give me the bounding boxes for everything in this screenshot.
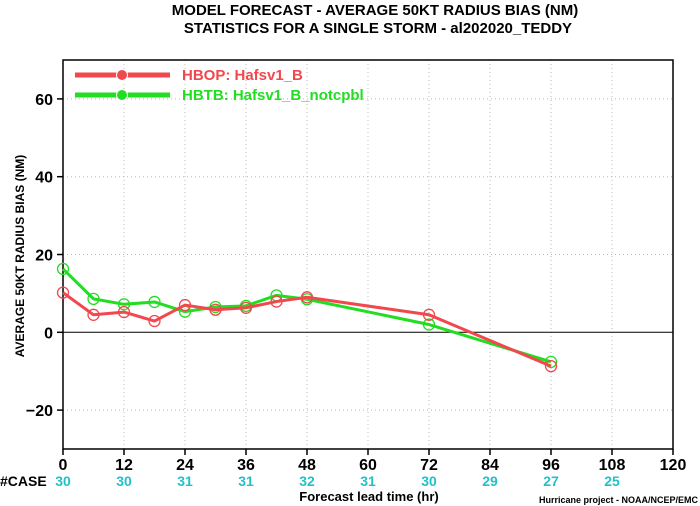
y-axis: −20 0 20 40 60: [26, 92, 63, 420]
x-tick-label: 60: [359, 457, 377, 474]
series-layer: [56, 262, 558, 373]
data-point: [178, 298, 192, 312]
series-line: [62, 291, 552, 368]
case-count: 30: [55, 473, 71, 489]
x-tick-label: 96: [542, 457, 560, 474]
x-tick-label: 12: [115, 457, 133, 474]
legend-marker: [116, 89, 128, 101]
legend-label: HBOP: Hafsv1_B: [182, 67, 303, 84]
legend: HBOP: Hafsv1_B HBTB: Hafsv1_B_notcpbl: [75, 67, 364, 104]
data-point: [148, 314, 161, 328]
data-point: [56, 286, 70, 299]
case-count: 31: [360, 473, 376, 489]
case-label: #CASE: [0, 473, 47, 489]
data-point: [300, 291, 314, 304]
case-counts: 30 30 31 31 32 31 30 29 27 25: [55, 473, 620, 489]
case-count: 30: [421, 473, 437, 489]
data-point: [117, 305, 131, 319]
data-point: [422, 318, 436, 331]
data-point: [422, 308, 436, 321]
x-tick-label: 0: [59, 457, 68, 474]
data-point: [87, 308, 100, 321]
x-axis-label: Forecast lead time (hr): [299, 489, 438, 504]
x-tick-label: 48: [298, 457, 316, 474]
x-tick-label: 24: [176, 457, 194, 474]
data-point: [56, 262, 70, 276]
legend-label: HBTB: Hafsv1_B_notcpbl: [182, 87, 364, 104]
data-point: [270, 295, 283, 308]
data-point: [148, 295, 161, 309]
x-axis: 0 12 24 36 48 60 72 84 96 108 120: [59, 449, 687, 474]
y-tick-label: 0: [44, 325, 53, 342]
data-point: [117, 298, 131, 311]
series-line: [61, 267, 552, 364]
x-tick-label: 120: [660, 457, 687, 474]
y-tick-label: 40: [35, 170, 53, 187]
data-point: [87, 292, 100, 305]
case-count: 32: [299, 473, 315, 489]
y-tick-label: 60: [35, 92, 53, 109]
x-tick-label: 72: [420, 457, 438, 474]
data-point: [544, 359, 558, 373]
x-tick-label: 84: [481, 457, 499, 474]
case-count: 29: [482, 473, 498, 489]
case-count: 27: [543, 473, 559, 489]
x-tick-label: 36: [237, 457, 255, 474]
data-point: [239, 301, 253, 314]
data-point: [544, 355, 558, 369]
case-count: 31: [177, 473, 193, 489]
case-count: 25: [604, 473, 620, 489]
data-point: [209, 303, 222, 316]
legend-marker: [116, 69, 128, 81]
y-tick-label: −20: [26, 403, 53, 420]
case-count: 31: [238, 473, 254, 489]
case-count: 30: [116, 473, 132, 489]
y-tick-label: 20: [35, 248, 53, 265]
x-tick-label: 108: [599, 457, 626, 474]
chart-title: MODEL FORECAST - AVERAGE 50KT RADIUS BIA…: [172, 2, 578, 19]
chart-subtitle: STATISTICS FOR A SINGLE STORM - al202020…: [184, 20, 572, 37]
grid: [63, 60, 673, 449]
y-axis-label: AVERAGE 50KT RADIUS BIAS (NM): [13, 155, 27, 357]
credit-text: Hurricane project - NOAA/NCEP/EMC: [539, 495, 699, 505]
